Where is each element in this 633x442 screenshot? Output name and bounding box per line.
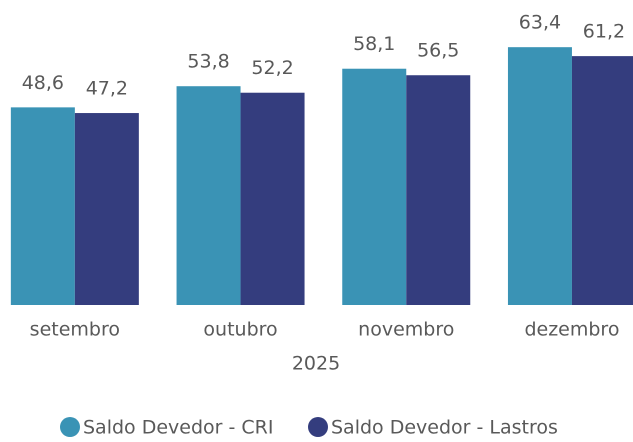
x-tick-label: outubro bbox=[203, 319, 277, 341]
data-label: 56,5 bbox=[417, 40, 459, 62]
legend-label: Saldo Devedor - Lastros bbox=[331, 417, 558, 439]
bar bbox=[74, 113, 139, 305]
x-tick-label: novembro bbox=[358, 319, 454, 341]
bar bbox=[406, 75, 471, 305]
bar bbox=[176, 86, 241, 305]
legend-marker bbox=[60, 417, 80, 437]
x-axis-label: 2025 bbox=[292, 353, 340, 375]
legend-label: Saldo Devedor - CRI bbox=[83, 417, 273, 439]
data-label: 52,2 bbox=[251, 57, 293, 79]
bar bbox=[10, 107, 75, 305]
bar bbox=[342, 68, 407, 305]
bar bbox=[571, 56, 633, 306]
data-label: 47,2 bbox=[86, 78, 128, 100]
data-label: 53,8 bbox=[187, 51, 229, 73]
data-label: 61,2 bbox=[583, 21, 625, 43]
x-tick-label: dezembro bbox=[524, 319, 619, 341]
bar bbox=[240, 92, 305, 305]
bar bbox=[507, 47, 572, 305]
data-label: 48,6 bbox=[22, 72, 64, 94]
x-tick-label: setembro bbox=[30, 319, 120, 341]
data-label: 63,4 bbox=[519, 12, 561, 34]
data-label: 58,1 bbox=[353, 33, 395, 55]
legend-marker bbox=[308, 417, 328, 437]
